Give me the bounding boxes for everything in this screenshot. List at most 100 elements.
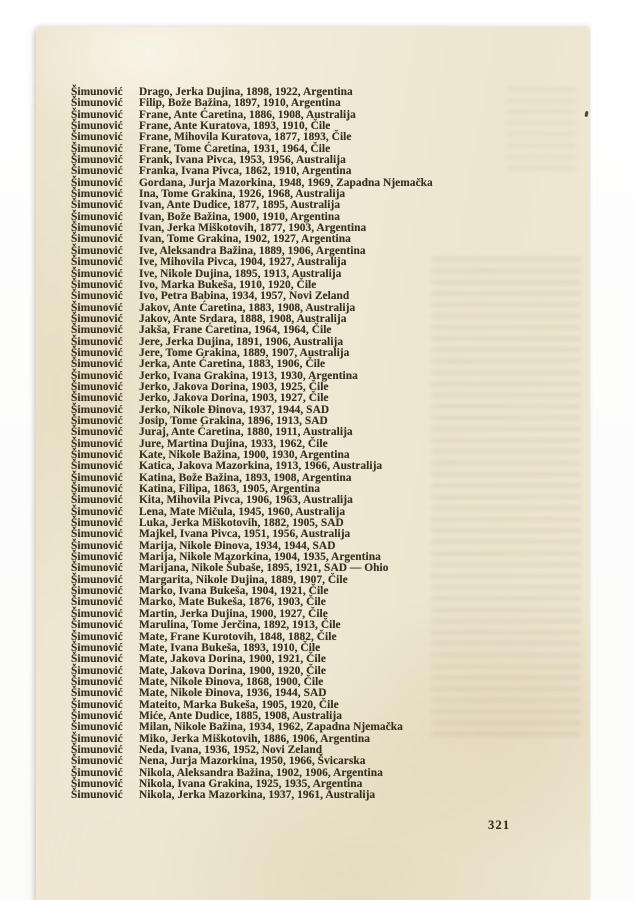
entry-detail: Katina, Bože Bažina, 1893, 1908, Argenti… — [139, 471, 352, 484]
list-item: Šimunović Mate, Ivana Bukeša, 1893, 1910,… — [71, 641, 433, 654]
surname-column: Šimunović — [71, 630, 123, 643]
surname-column: Šimunović — [71, 709, 123, 722]
entry-detail: Jere, Jerka Dujina, 1891, 1906, Australi… — [139, 335, 344, 348]
surname-column: Šimunović — [71, 244, 123, 257]
surname-column: Šimunović — [71, 97, 123, 110]
list-item: Šimunović Mate, Jakova Dorina, 1900, 1921… — [71, 653, 433, 666]
entry-detail: Ive, Mihovila Pivca, 1904, 1927, Austral… — [139, 256, 347, 269]
surname-column: Šimunović — [71, 346, 123, 359]
surname-column: Šimunović — [71, 494, 123, 507]
list-item: Šimunović Lena, Mate Mičula, 1945, 1960, … — [71, 505, 433, 518]
surname-column: Šimunović — [71, 449, 123, 461]
entry-detail: Ive, Aleksandra Bažina, 1889, 1906, Arge… — [139, 244, 366, 257]
entry-detail: Jerko, Nikole Đinova, 1937, 1944, SAD — [139, 403, 330, 416]
entry-detail: Josip, Tome Grakina, 1896, 1913, SAD — [139, 414, 328, 427]
entry-detail: Luka, Jerka Miškotovih, 1882, 1905, SAD — [139, 517, 344, 530]
surname-column: Šimunović — [71, 256, 123, 269]
list-item: Šimunović Ive, Aleksandra Bažina, 1889, 1… — [71, 244, 433, 257]
list-item: Šimunović Marko, Mate Bukeša, 1876, 1903,… — [71, 597, 433, 609]
surname-column: Šimunović — [71, 573, 123, 586]
surname-column: Šimunović — [71, 789, 123, 802]
list-item: Šimunović Jerko, Jakova Dorina, 1903, 192… — [71, 380, 433, 393]
entry-detail: Marija, Nikole Mazorkina, 1904, 1935, Ar… — [139, 551, 381, 564]
surname-column: Šimunović — [71, 721, 123, 734]
list-item: Šimunović Marulina, Tome Jerčina, 1892, 1… — [71, 619, 433, 631]
list-item: Šimunović Miće, Ante Dudice, 1885, 1908, … — [71, 709, 433, 722]
surname-column: Šimunović — [71, 528, 123, 541]
surname-column: Šimunović — [71, 188, 123, 201]
list-item: Šimunović Nikola, Jerka Mazorkina, 1937, … — [71, 789, 433, 802]
surname-column: Šimunović — [71, 653, 123, 666]
list-item: Šimunović Mateito, Marka Bukeša, 1905, 19… — [71, 699, 433, 711]
surname-column: Šimunović — [71, 392, 123, 405]
list-item: Šimunović Jerko, Ivana Grakina, 1913, 193… — [71, 370, 433, 382]
surname-column: Šimunović — [71, 743, 123, 756]
list-item: Šimunović Marko, Ivana Bukeša, 1904, 1921… — [71, 585, 433, 597]
entry-detail: Neda, Ivana, 1936, 1952, Novi Zeland — [139, 743, 323, 756]
entry-detail: Miko, Jerka Miškotovih, 1886, 1906, Arge… — [139, 732, 371, 745]
list-item: Šimunović Katica, Jakova Mazorkina, 1913,… — [71, 460, 433, 473]
list-item: Šimunović Katina, Bože Bažina, 1893, 1908… — [71, 471, 433, 484]
list-item: Šimunović Juraj, Ante Ćaretina, 1880, 191… — [71, 426, 433, 439]
list-item: Šimunović Jakov, Ante Ćaretina, 1883, 190… — [71, 301, 433, 314]
entry-detail: Jure, Martina Dujina, 1933, 1962, Čile — [139, 437, 328, 450]
entry-detail: Miće, Ante Dudice, 1885, 1908, Australij… — [139, 709, 342, 722]
entry-detail: Lena, Mate Mičula, 1945, 1960, Australij… — [139, 505, 346, 518]
entry-detail: Ivan, Tome Grakina, 1902, 1927, Argentin… — [139, 233, 351, 246]
list-item: Šimunović Jere, Tome Grakina, 1889, 1907,… — [71, 346, 433, 359]
list-item: Šimunović Franka, Ivana Pivca, 1862, 1910… — [71, 165, 433, 177]
list-item: Šimunović Mate, Frane Kurotovih, 1848, 18… — [71, 630, 433, 643]
list-item: Šimunović Jere, Jerka Dujina, 1891, 1906,… — [71, 335, 433, 348]
surname-column: Šimunović — [71, 312, 123, 325]
list-item: Šimunović Jure, Martina Dujina, 1933, 196… — [71, 437, 433, 450]
entry-detail: Mate, Nikole Đinova, 1936, 1944, SAD — [139, 687, 327, 700]
list-item: Šimunović Josip, Tome Grakina, 1896, 1913… — [71, 414, 433, 427]
surname-column: Šimunović — [71, 607, 123, 620]
surname-column: Šimunović — [71, 687, 123, 700]
surname-column: Šimunović — [71, 732, 123, 745]
surname-column: Šimunović — [71, 233, 123, 246]
entry-detail: Katica, Jakova Mazorkina, 1913, 1966, Au… — [139, 460, 383, 473]
surname-column: Šimunović — [71, 483, 123, 496]
entry-detail: Ive, Nikole Dujina, 1895, 1913, Australi… — [139, 267, 342, 280]
entry-detail: Ivo, Marka Bukeša, 1910, 1920, Čile — [139, 278, 317, 291]
entry-detail: Juraj, Ante Ćaretina, 1880, 1911, Austra… — [139, 426, 353, 439]
entry-detail: Filip, Bože Bažina, 1897, 1910, Argentin… — [139, 97, 341, 110]
surname-column: Šimunović — [71, 641, 123, 654]
list-item: Šimunović Margarita, Nikole Dujina, 1889,… — [71, 573, 433, 586]
entry-detail: Frane, Ante Ćaretina, 1886, 1908, Austra… — [139, 108, 356, 121]
surname-column: Šimunović — [71, 505, 123, 518]
entry-detail: Mate, Ivana Bukeša, 1893, 1910, Čile — [139, 641, 321, 654]
list-item: Šimunović Jakša, Frane Ćaretina, 1964, 19… — [71, 324, 433, 337]
entry-detail: Nikola, Jerka Mazorkina, 1937, 1961, Aus… — [139, 789, 376, 802]
list-item: Šimunović Marija, Nikole Mazorkina, 1904,… — [71, 551, 433, 564]
list-item: Šimunović Frank, Ivana Pivca, 1953, 1956,… — [71, 154, 433, 167]
surname-column: Šimunović — [71, 278, 123, 291]
surname-column: Šimunović — [71, 664, 123, 677]
entry-detail: Jerko, Jakova Dorina, 1903, 1927, Čile — [139, 392, 329, 405]
list-item: Šimunović Mate, Nikole Đinova, 1936, 1944… — [71, 687, 433, 700]
entry-detail: Mate, Jakova Dorina, 1900, 1920, Čile — [139, 664, 326, 677]
list-item: Šimunović Marijana, Nikole Šubaše, 1895, … — [71, 563, 433, 575]
list-item: Šimunović Nena, Jurja Mazorkina, 1950, 19… — [71, 755, 433, 768]
entry-detail: Jakov, Ante Ćaretina, 1883, 1908, Austra… — [139, 301, 356, 314]
entry-detail: Mate, Nikole Đinova, 1868, 1900, Čile — [139, 675, 324, 688]
list-item: Šimunović Martin, Jerka Dujina, 1900, 192… — [71, 607, 433, 620]
list-item: Šimunović Frane, Ante Kuratova, 1893, 191… — [71, 120, 433, 132]
surname-column: Šimunović — [71, 86, 123, 98]
surname-column: Šimunović — [71, 358, 123, 371]
entry-detail: Kate, Nikole Bažina, 1900, 1930, Argenti… — [139, 449, 350, 461]
surname-column: Šimunović — [71, 675, 123, 688]
entry-detail: Drago, Jerka Dujina, 1898, 1922, Argenti… — [139, 86, 353, 98]
surname-column: Šimunović — [71, 766, 123, 779]
list-item: Šimunović Ive, Nikole Dujina, 1895, 1913,… — [71, 267, 433, 280]
entry-detail: Mate, Frane Kurotovih, 1848, 1882, Čile — [139, 630, 337, 643]
entry-detail: Jerko, Jakova Dorina, 1903, 1925, Čile — [139, 380, 329, 393]
list-item: Šimunović Miko, Jerka Miškotovih, 1886, 1… — [71, 732, 433, 745]
entry-detail: Frank, Ivana Pivca, 1953, 1956, Australi… — [139, 154, 346, 167]
entry-detail: Nena, Jurja Mazorkina, 1950, 1966, Švica… — [139, 755, 366, 768]
list-item: Šimunović Kita, Mihovila Pivca, 1906, 196… — [71, 494, 433, 507]
entry-detail: Jakša, Frane Ćaretina, 1964, 1964, Čile — [139, 324, 332, 337]
entry-detail: Frane, Tome Ćaretina, 1931, 1964, Čile — [139, 142, 331, 155]
page-number: 321 — [488, 818, 511, 832]
